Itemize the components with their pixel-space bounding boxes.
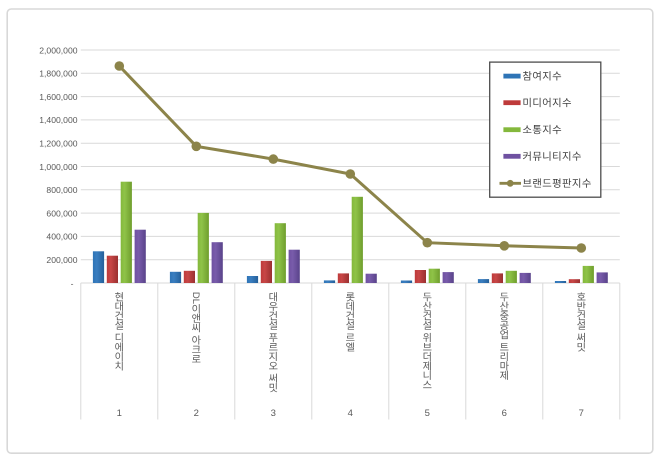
svg-text:5: 5 [425,408,430,419]
svg-text:4: 4 [348,408,353,419]
svg-text:1,800,000: 1,800,000 [39,69,77,79]
svg-text:-: - [71,278,74,288]
svg-text:3: 3 [271,408,276,419]
svg-text:1,400,000: 1,400,000 [39,115,77,125]
svg-text:800,000: 800,000 [46,185,77,195]
svg-text:7: 7 [579,408,584,419]
svg-text:DL: DL [190,292,201,304]
svg-text:2,000,000: 2,000,000 [39,45,77,55]
svg-text:400,000: 400,000 [46,232,77,242]
svg-text:600,000: 600,000 [46,208,77,218]
svg-text:1: 1 [117,408,122,419]
svg-text:200,000: 200,000 [46,255,77,265]
svg-text:2: 2 [194,408,199,419]
svg-text:1,200,000: 1,200,000 [39,139,77,149]
svg-text:1,000,000: 1,000,000 [39,162,77,172]
svg-text:1,600,000: 1,600,000 [39,92,77,102]
svg-text:6: 6 [502,408,507,419]
